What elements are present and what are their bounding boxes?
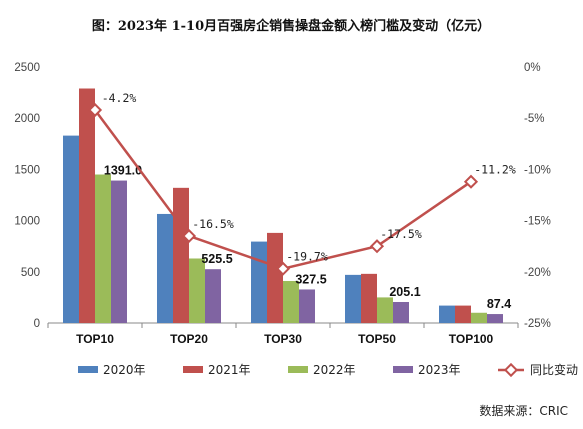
- right-axis: 0% -5% -10% -15% -20% -25%: [524, 62, 551, 330]
- chart-title: 图：2023年 1-10月百强房企销售操盘金额入榜门槛及变动（亿元）: [92, 18, 490, 34]
- yoy-point-label: -16.5%: [192, 217, 234, 231]
- bar-2021年-TOP20: [173, 187, 189, 323]
- left-tick-label: 2500: [14, 62, 40, 74]
- yoy-point-marker: [275, 261, 291, 276]
- right-tick-label: -10%: [524, 164, 551, 176]
- legend-item: 同比变动: [498, 362, 578, 378]
- category-labels: TOP10 TOP20 TOP30 TOP50 TOP100: [76, 332, 493, 346]
- bar-value-label: 525.5: [201, 252, 232, 266]
- bar-value-label: 1391.0: [104, 164, 142, 178]
- bar-2022年-TOP10: [95, 174, 111, 323]
- left-tick-label: 1500: [14, 164, 40, 176]
- bar-2022年-TOP30: [283, 281, 299, 323]
- bar-2022年-TOP50: [377, 297, 393, 323]
- legend-item: 2020年: [78, 363, 146, 377]
- bar-value-label: 87.4: [487, 297, 511, 311]
- left-axis: 0 500 1000 1500 2000 2500: [14, 62, 40, 330]
- bar-2022年-TOP20: [189, 258, 205, 323]
- yoy-point-marker: [369, 239, 385, 254]
- bar-2020年-TOP50: [345, 274, 361, 323]
- right-tick-label: 0%: [524, 62, 541, 74]
- bar-2021年-TOP30: [267, 232, 283, 323]
- left-tick-label: 1000: [14, 216, 40, 228]
- bar-2023年-TOP20: [205, 269, 221, 323]
- legend-label: 2022年: [313, 363, 356, 377]
- right-tick-label: -5%: [524, 113, 544, 125]
- bar-2020年-TOP10: [63, 135, 79, 323]
- bars: [47, 88, 519, 328]
- left-tick-label: 2000: [14, 113, 40, 125]
- bar-value-label: 205.1: [389, 285, 420, 299]
- bar-2021年-TOP50: [361, 273, 377, 323]
- yoy-point-marker: [181, 228, 197, 244]
- right-tick-label: -15%: [524, 216, 551, 228]
- left-tick-label: 0: [34, 318, 40, 330]
- legend-item: 2023年: [393, 363, 461, 377]
- category-label: TOP50: [358, 332, 396, 346]
- bar-value-label: 327.5: [295, 272, 326, 286]
- yoy-point-marker: [463, 174, 479, 189]
- right-tick-label: -25%: [524, 318, 551, 330]
- legend: 2020年 2021年 2022年 2023年 同比变动: [78, 362, 578, 378]
- bar-2023年-TOP30: [299, 289, 315, 323]
- source-note: 数据来源：CRIC: [479, 403, 568, 418]
- legend-label: 2023年: [418, 363, 461, 377]
- legend-swatch: [288, 366, 308, 373]
- bar-2023年-TOP10: [111, 180, 127, 323]
- category-label: TOP20: [170, 332, 208, 346]
- bar-2020年-TOP100: [439, 305, 455, 323]
- yoy-line: -4.2% -16.5% -19.7% -17.5% -11.2%: [87, 91, 516, 276]
- legend-item: 2022年: [288, 363, 356, 377]
- category-label: TOP100: [449, 332, 494, 346]
- legend-item: 2021年: [183, 363, 251, 377]
- yoy-point-label: -19.7%: [286, 250, 328, 264]
- bar-2023年-TOP50: [393, 301, 409, 323]
- bar-2021年-TOP10: [79, 88, 95, 323]
- bar-2020年-TOP20: [157, 213, 173, 323]
- legend-label: 同比变动: [530, 362, 578, 377]
- category-label: TOP30: [264, 332, 302, 346]
- bar-2022年-TOP100: [471, 312, 487, 323]
- bar-2020年-TOP30: [251, 241, 267, 323]
- legend-swatch: [78, 366, 98, 373]
- yoy-point-label: -11.2%: [474, 163, 516, 177]
- bar-2023年-TOP100: [487, 314, 503, 323]
- right-tick-label: -20%: [524, 267, 551, 279]
- yoy-point-label: -4.2%: [102, 91, 137, 105]
- bar-2021年-TOP100: [455, 305, 471, 323]
- category-label: TOP10: [76, 332, 114, 346]
- legend-label: 2021年: [208, 363, 251, 377]
- left-tick-label: 500: [21, 267, 40, 279]
- legend-marker: [503, 362, 519, 378]
- yoy-point-label: -17.5%: [380, 227, 422, 241]
- legend-swatch: [183, 366, 203, 373]
- legend-label: 2020年: [103, 363, 146, 377]
- legend-swatch: [393, 366, 413, 373]
- yoy-point-marker: [87, 102, 103, 118]
- data-labels: 1391.0 525.5 327.5 205.1 87.4: [104, 164, 511, 311]
